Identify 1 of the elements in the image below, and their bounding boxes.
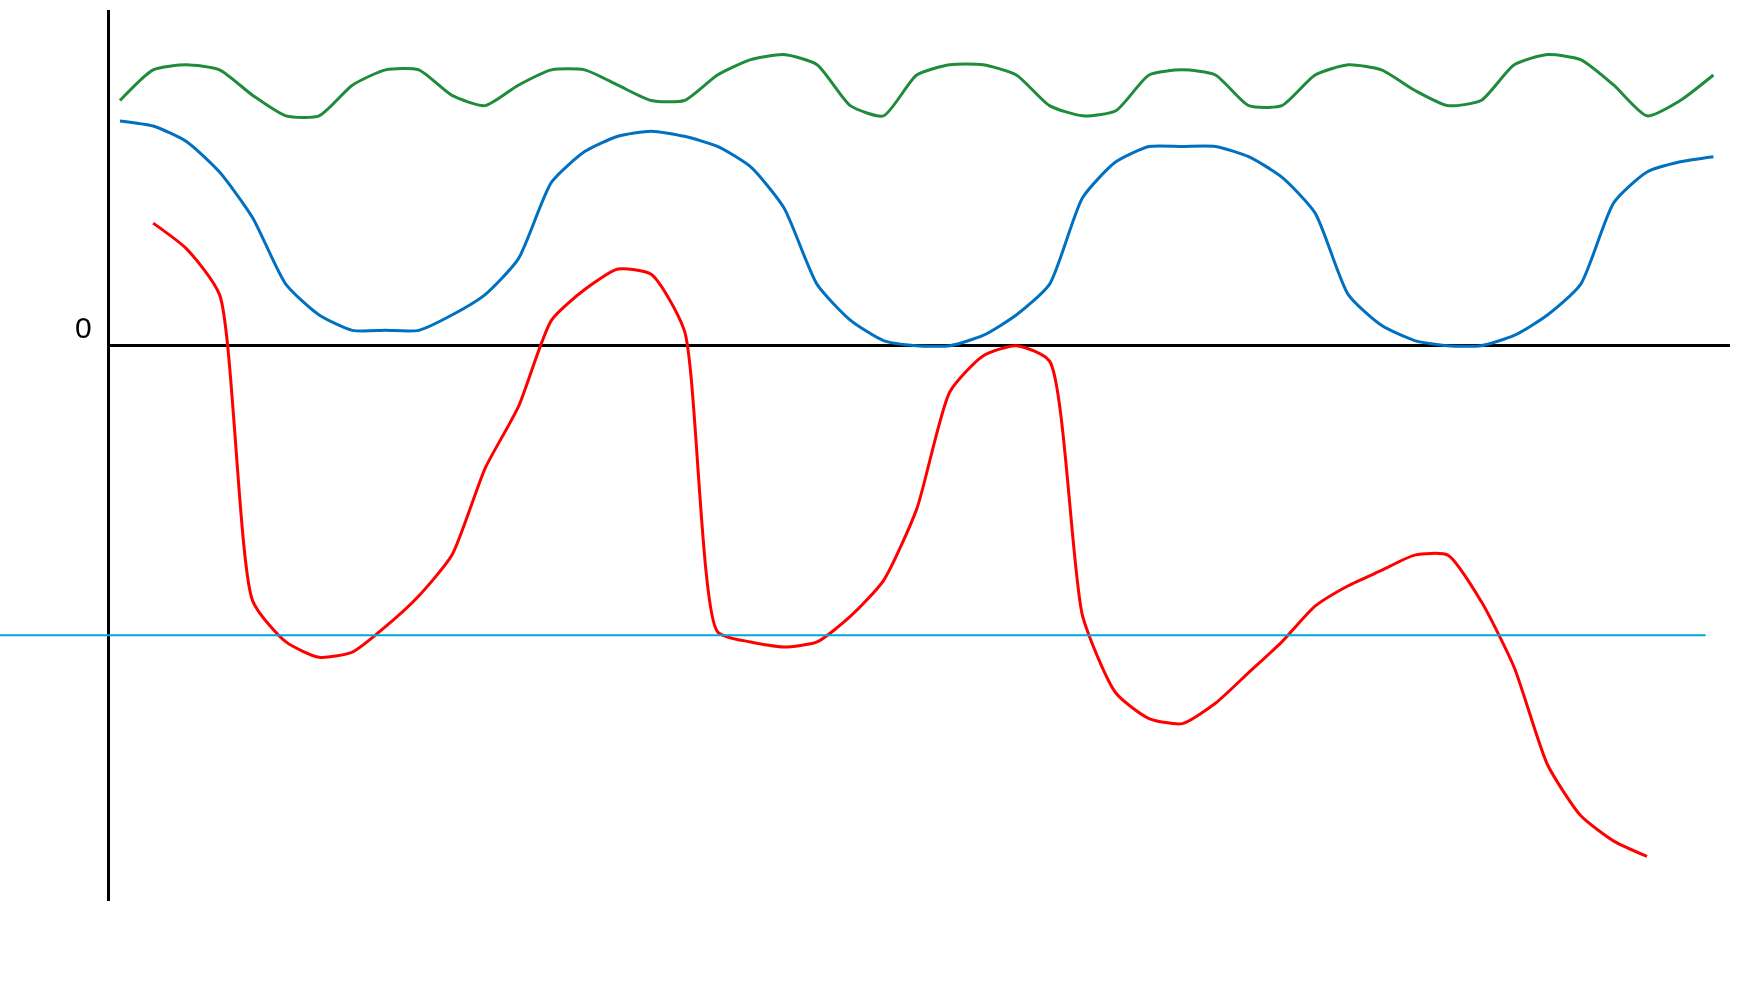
text: 0 (75, 311, 92, 344)
